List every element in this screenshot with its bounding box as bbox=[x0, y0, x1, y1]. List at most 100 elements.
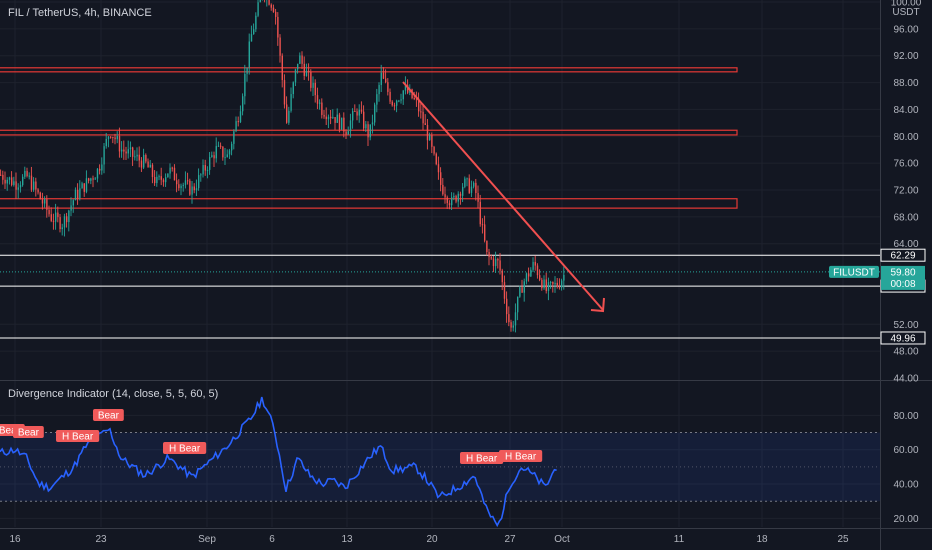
candle-body bbox=[132, 147, 134, 157]
support-levels bbox=[0, 254, 880, 339]
candle-body bbox=[378, 84, 380, 95]
divergence-label-bg bbox=[56, 430, 100, 442]
candle-body bbox=[8, 177, 11, 180]
candle-body bbox=[554, 282, 556, 285]
candle-body bbox=[453, 195, 455, 198]
candle-body bbox=[523, 281, 525, 293]
price-tick-label: 100.00 bbox=[891, 0, 922, 9]
indicator-tick-label: 60.00 bbox=[893, 445, 918, 456]
candle-body bbox=[292, 82, 294, 95]
candle-body bbox=[154, 177, 156, 184]
indicator-tick-label: 80.00 bbox=[893, 411, 918, 422]
candle-body bbox=[94, 178, 96, 180]
candle-body bbox=[83, 183, 85, 192]
candle-body bbox=[96, 168, 99, 179]
candle-body bbox=[6, 179, 8, 184]
level-price-box bbox=[880, 331, 926, 345]
candle-body bbox=[301, 55, 303, 64]
candle-body bbox=[363, 111, 365, 129]
candle-body bbox=[314, 82, 316, 96]
candle-body bbox=[193, 186, 195, 191]
divergence-label-bg bbox=[13, 426, 44, 438]
candle-body bbox=[312, 82, 314, 88]
candle-body bbox=[365, 124, 367, 129]
candle-body bbox=[283, 80, 286, 105]
time-tick-label: 16 bbox=[9, 534, 21, 545]
price-tick-label: 52.00 bbox=[893, 320, 918, 331]
candle-body bbox=[35, 181, 37, 190]
candle-body bbox=[462, 186, 464, 196]
symbol-tag[interactable]: FILUSDT bbox=[833, 267, 875, 278]
candle-body bbox=[248, 41, 250, 68]
candle-body bbox=[55, 212, 57, 222]
symbol-title[interactable]: FIL / TetherUS, 4h, BINANCE bbox=[8, 7, 152, 19]
candle-body bbox=[145, 154, 147, 162]
candle-body bbox=[28, 175, 30, 177]
candle-body bbox=[499, 260, 501, 271]
price-tick-label: 92.00 bbox=[893, 51, 918, 62]
candle-body bbox=[74, 189, 77, 201]
divergence-label: H Bear bbox=[169, 444, 201, 455]
candle-body bbox=[297, 63, 299, 70]
candle-body bbox=[316, 95, 319, 104]
candle-body bbox=[367, 124, 369, 138]
candle-body bbox=[376, 94, 378, 105]
candle-body bbox=[204, 165, 206, 171]
candle-body bbox=[44, 199, 46, 204]
candle-body bbox=[422, 111, 424, 124]
candle-body bbox=[556, 282, 558, 287]
price-tick-label: 72.00 bbox=[893, 186, 918, 197]
candle-body bbox=[134, 156, 136, 158]
candle-body bbox=[103, 146, 105, 165]
candle-body bbox=[492, 258, 495, 267]
symbol-tag-bg bbox=[829, 265, 879, 278]
candle-body bbox=[341, 117, 343, 130]
candle-body bbox=[165, 177, 167, 183]
price-tick-label: 80.00 bbox=[893, 132, 918, 143]
candle-body bbox=[547, 282, 550, 291]
candle-body bbox=[178, 184, 180, 189]
candle-body bbox=[448, 203, 451, 206]
candle-body bbox=[437, 164, 440, 173]
candle-body bbox=[4, 179, 6, 184]
candle-body bbox=[222, 146, 224, 158]
time-tick-label: 6 bbox=[269, 534, 275, 545]
price-tick-label: 96.00 bbox=[893, 24, 918, 35]
candle-body bbox=[484, 224, 486, 241]
candle-body bbox=[224, 157, 226, 159]
price-axis[interactable]: 100.00 96.00 92.00 88.00 84.00 80.00 76.00 72.0… bbox=[829, 0, 926, 385]
candle-body bbox=[79, 188, 81, 199]
divergence-label: Bear bbox=[98, 411, 120, 422]
candle-body bbox=[173, 167, 176, 181]
candle-body bbox=[187, 180, 189, 182]
candle-body bbox=[488, 252, 490, 258]
candle-body bbox=[352, 110, 354, 121]
time-tick-label: 13 bbox=[341, 534, 353, 545]
candle-body bbox=[303, 63, 305, 76]
candle-body bbox=[528, 273, 530, 277]
candle-body bbox=[217, 145, 220, 147]
candle-body bbox=[343, 117, 345, 132]
candle-body bbox=[468, 178, 470, 193]
indicator-tick-label: 40.00 bbox=[893, 480, 918, 491]
time-tick-label: 20 bbox=[426, 534, 438, 545]
candle-body bbox=[385, 78, 387, 83]
indicator-title[interactable]: Divergence Indicator (14, close, 5, 5, 6… bbox=[8, 388, 218, 400]
candle-body bbox=[206, 169, 209, 171]
candle-body bbox=[501, 270, 503, 283]
divergence-label-bg bbox=[163, 442, 207, 454]
candle-body bbox=[57, 212, 59, 218]
candle-body bbox=[81, 183, 83, 189]
time-axis[interactable]: 16 23 Sep 6 13 20 27 Oct 11 18 25 bbox=[9, 534, 849, 545]
candle-body bbox=[270, 4, 272, 8]
candle-body bbox=[182, 184, 184, 186]
candle-body bbox=[127, 149, 129, 154]
indicator-axis[interactable]: 80.00 60.00 40.00 20.00 bbox=[893, 411, 918, 525]
candle-body bbox=[99, 168, 101, 171]
price-tick-label: 76.00 bbox=[893, 159, 918, 170]
candle-body bbox=[336, 114, 338, 123]
candle-body bbox=[211, 155, 213, 157]
candle-body bbox=[171, 167, 173, 169]
